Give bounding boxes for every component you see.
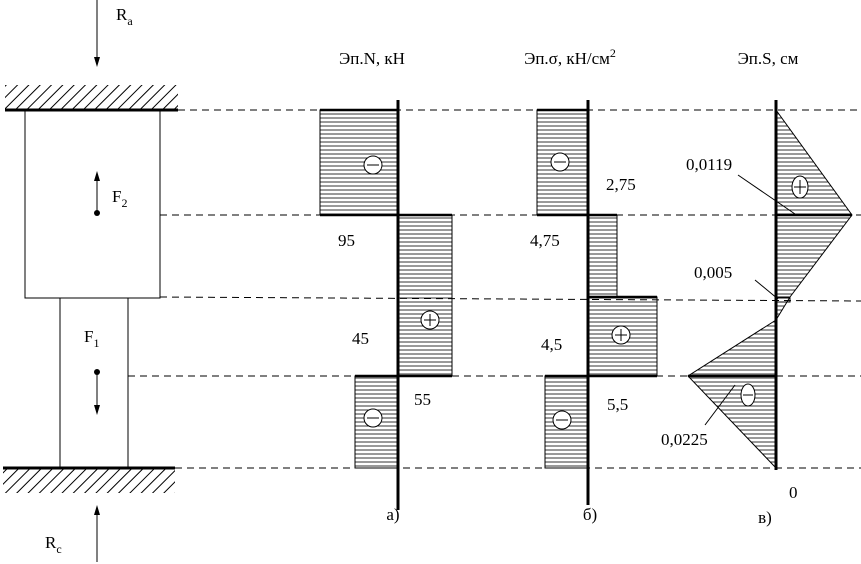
diagram-s	[687, 100, 853, 470]
support-bottom	[3, 468, 175, 493]
support-top	[5, 85, 178, 110]
title-s: Эп.S, см	[738, 49, 799, 68]
diagram-sigma	[536, 100, 658, 505]
diagram-n	[319, 100, 453, 510]
caption: б)	[583, 505, 597, 524]
bar-section-small	[59, 297, 129, 469]
value-label: 0,0119	[686, 155, 732, 174]
caption: в)	[758, 508, 772, 527]
label-f1: F1	[84, 327, 99, 350]
label-f2: F2	[112, 187, 127, 210]
value-label: 5,5	[607, 395, 628, 414]
value-label: 4,75	[530, 231, 560, 250]
value-label: 95	[338, 231, 355, 250]
label-rc: Rc	[45, 533, 62, 556]
value-label: 0,0225	[661, 430, 708, 449]
title-sigma: Эп.σ, кН/см2	[524, 46, 616, 68]
value-label: 2,75	[606, 175, 636, 194]
label-ra: Ra	[116, 5, 133, 28]
title-n: Эп.N, кН	[339, 49, 405, 68]
value-label: 0	[789, 483, 798, 502]
value-label: 55	[414, 390, 431, 409]
bar-section-large	[24, 109, 161, 299]
caption: а)	[386, 505, 399, 524]
value-label: 0,005	[694, 263, 732, 282]
value-label: 45	[352, 329, 369, 348]
value-label: 4,5	[541, 335, 562, 354]
